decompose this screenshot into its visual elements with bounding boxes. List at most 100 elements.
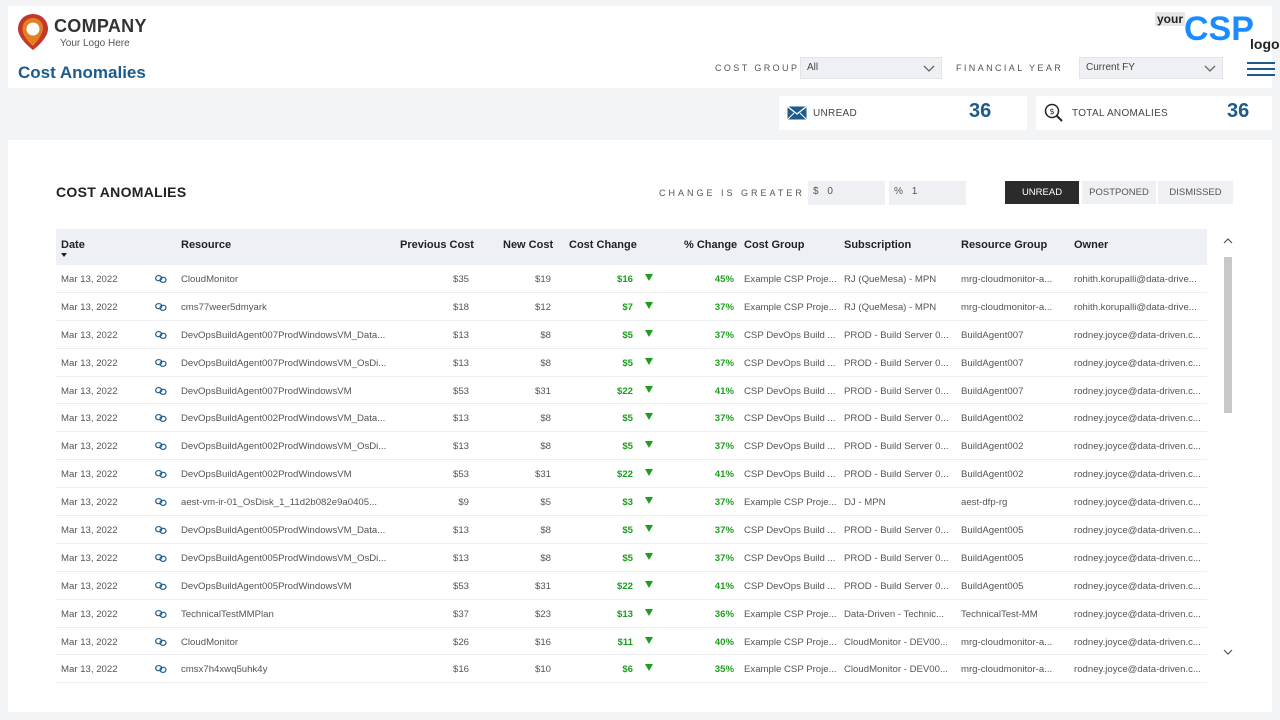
table-row[interactable]: Mar 13, 2022 CloudMonitor $35 $19 $16 45% Exam…	[56, 265, 1207, 293]
decrease-arrow-icon	[645, 357, 653, 365]
cell-previous-cost: $35	[452, 274, 469, 285]
cell-new-cost: $8	[540, 441, 551, 453]
header-pct-change[interactable]: % Change	[684, 239, 738, 251]
cell-resource: CloudMonitor	[181, 636, 239, 648]
cell-subscription: DJ - MPN	[844, 497, 886, 509]
header-cost-change[interactable]: Cost Change	[569, 239, 637, 251]
table-row[interactable]: Mar 13, 2022 cmsx7h4xwq5uhk4y $16 $10 $6 35% E…	[56, 655, 1207, 684]
header-resource[interactable]: Resource	[181, 239, 232, 251]
cell-cost-change: $5	[622, 441, 633, 453]
link-icon[interactable]	[155, 637, 167, 646]
dollar-threshold-value: 0	[827, 186, 833, 197]
link-icon[interactable]	[155, 275, 167, 283]
header-date[interactable]: Date	[61, 239, 85, 251]
table-row[interactable]: Mar 13, 2022 DevOpsBuildAgent002ProdWindo…	[56, 432, 1207, 461]
cell-pct-change: 37%	[714, 441, 734, 453]
financial-year-select[interactable]: Current FY	[1079, 57, 1223, 79]
link-icon[interactable]	[155, 386, 167, 395]
location-pin-icon	[16, 12, 50, 52]
table-header: Date Resource Previous Cost New Cost Cos…	[56, 229, 1207, 265]
table-row[interactable]: Mar 13, 2022 DevOpsBuildAgent007ProdWindo…	[56, 321, 1207, 349]
link-icon[interactable]	[155, 665, 167, 674]
header-bar: COMPANY Your Logo Here Cost Anomalies yo…	[8, 6, 1280, 88]
tab-postponed[interactable]: POSTPONED	[1082, 181, 1156, 204]
cell-resource-group: BuildAgent007	[961, 385, 1024, 397]
unread-kpi-card: UNREAD 36	[779, 96, 1027, 130]
table-row[interactable]: Mar 13, 2022 DevOpsBuildAgent005ProdWindo…	[56, 544, 1207, 572]
header-previous-cost[interactable]: Previous Cost	[400, 239, 474, 251]
decrease-arrow-icon	[645, 274, 653, 281]
link-icon[interactable]	[155, 358, 167, 367]
dollar-search-icon: $	[1044, 103, 1063, 122]
percent-threshold-value: 1	[911, 186, 918, 197]
cell-resource: cmsx7h4xwq5uhk4y	[181, 664, 268, 676]
chevron-down-icon	[923, 65, 935, 72]
cell-owner: rodney.joyce@data-driven.c...	[1074, 413, 1201, 425]
header-resource-group[interactable]: Resource Group	[961, 239, 1048, 251]
cell-date: Mar 13, 2022	[61, 385, 118, 397]
decrease-arrow-icon	[645, 301, 653, 309]
cell-cost-change: $5	[622, 525, 633, 537]
cell-resource: DevOpsBuildAgent002ProdWindowsVM_OsDi...	[181, 441, 387, 453]
table-row[interactable]: Mar 13, 2022 DevOpsBuildAgent007ProdWindo…	[56, 377, 1207, 405]
cell-subscription: PROD - Build Server 0...	[844, 385, 949, 397]
table-row[interactable]: Mar 13, 2022 DevOpsBuildAgent007ProdWindo…	[56, 349, 1207, 377]
cell-resource-group: BuildAgent007	[961, 357, 1024, 369]
link-icon[interactable]	[155, 526, 167, 534]
cell-owner: rodney.joyce@data-driven.c...	[1074, 357, 1201, 369]
percent-threshold-input[interactable]: % 1	[889, 181, 966, 205]
table-row[interactable]: Mar 13, 2022 cms77weer5dmyark $18 $12 $7 37% E…	[56, 293, 1207, 321]
cell-new-cost: $31	[534, 385, 551, 397]
link-icon[interactable]	[155, 609, 167, 618]
link-icon[interactable]	[155, 442, 167, 451]
header-subscription[interactable]: Subscription	[844, 239, 912, 251]
cell-resource: DevOpsBuildAgent007ProdWindowsVM_OsDi...	[181, 357, 387, 369]
link-icon[interactable]	[155, 554, 167, 562]
cell-resource: DevOpsBuildAgent005ProdWindowsVM	[181, 580, 352, 592]
header-owner[interactable]: Owner	[1074, 239, 1109, 251]
link-icon[interactable]	[155, 302, 167, 311]
cell-previous-cost: $13	[452, 413, 469, 425]
dollar-threshold-input[interactable]: $ 0	[808, 181, 885, 205]
table-row[interactable]: Mar 13, 2022 DevOpsBuildAgent002ProdWindo…	[56, 460, 1207, 489]
cell-pct-change: 37%	[714, 525, 734, 537]
tab-unread[interactable]: UNREAD	[1005, 181, 1079, 204]
tab-dismissed[interactable]: DISMISSED	[1158, 181, 1233, 204]
table-row[interactable]: Mar 13, 2022 DevOpsBuildAgent005ProdWindo…	[56, 572, 1207, 600]
table-row[interactable]: Mar 13, 2022 DevOpsBuildAgent002ProdWindo…	[56, 404, 1207, 433]
header-new-cost[interactable]: New Cost	[503, 239, 554, 251]
financial-year-label: FINANCIAL YEAR	[956, 63, 1064, 73]
link-icon[interactable]	[155, 414, 167, 423]
decrease-arrow-icon	[645, 385, 653, 393]
cell-owner: rodney.joyce@data-driven.c...	[1074, 636, 1201, 648]
financial-year-value: Current FY	[1086, 62, 1135, 73]
table-row[interactable]: Mar 13, 2022 CloudMonitor $26 $16 $11 40% Exam…	[56, 628, 1207, 656]
cell-resource: CloudMonitor	[181, 274, 239, 285]
link-icon[interactable]	[155, 498, 167, 507]
link-icon[interactable]	[155, 470, 167, 479]
link-icon[interactable]	[155, 581, 167, 590]
scroll-thumb[interactable]	[1224, 257, 1232, 413]
scroll-down-icon[interactable]	[1223, 648, 1233, 656]
cell-new-cost: $23	[534, 608, 551, 620]
cell-date: Mar 13, 2022	[61, 274, 118, 285]
panel-title: COST ANOMALIES	[56, 184, 187, 200]
hamburger-menu-icon[interactable]	[1247, 62, 1275, 78]
cell-pct-change: 37%	[714, 552, 734, 564]
table-scrollbar[interactable]	[1222, 229, 1234, 669]
header-cost-group[interactable]: Cost Group	[744, 239, 805, 251]
link-icon[interactable]	[155, 330, 167, 339]
scroll-up-icon[interactable]	[1223, 237, 1233, 245]
cell-previous-cost: $53	[452, 469, 469, 481]
table-row[interactable]: Mar 13, 2022 aest-vm-ir-01_OsDisk_1_11d2b…	[56, 488, 1207, 517]
table-row[interactable]: Mar 13, 2022 TechnicalTestMMPlan $37 $23 $13…	[56, 600, 1207, 628]
company-name: COMPANY	[54, 15, 147, 36]
cell-cost-group: CSP DevOps Build ...	[744, 552, 836, 564]
cost-group-select[interactable]: All	[800, 57, 942, 79]
cell-subscription: PROD - Build Server 0...	[844, 469, 949, 481]
decrease-arrow-icon	[645, 552, 653, 560]
cell-cost-group: CSP DevOps Build ...	[744, 329, 836, 341]
csp-logo-your: your	[1155, 12, 1186, 26]
table-row[interactable]: Mar 13, 2022 DevOpsBuildAgent005ProdWindo…	[56, 516, 1207, 544]
cell-date: Mar 13, 2022	[61, 636, 118, 648]
